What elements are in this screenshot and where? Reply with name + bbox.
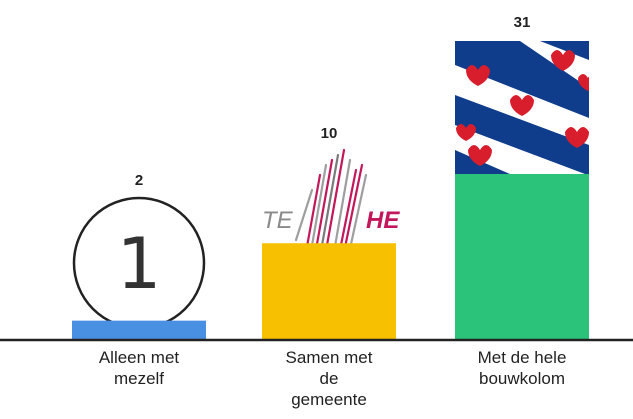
flag-stripe [455,95,589,174]
coin-digit: 1 [117,223,162,305]
bars-group [72,174,589,340]
heart-icon [456,124,476,141]
value-label-3: 31 [513,14,531,31]
heart-icon [510,95,534,116]
heart-icon [565,127,589,148]
flag-hearts [456,50,589,166]
heart-icon [551,50,575,71]
heart-icon [578,74,589,91]
coin-illustration: 1 [72,196,206,330]
logo-right-text: HE [366,207,400,234]
category-label-2: Samen met de gemeente [285,348,373,409]
value-label-2: 10 [320,125,338,142]
flag-stripe [540,41,589,60]
heart-icon [468,145,492,166]
category-label-3: Met de hele bouwkolom [477,348,567,388]
bar-2 [262,243,396,340]
flag-illustration [455,41,589,174]
value-label-1: 2 [134,172,144,189]
bar-1 [72,320,206,340]
bar-3 [455,174,589,340]
logo-left-text: TE [262,207,294,234]
flag-stripe [455,41,589,118]
category-label-1: Alleen met mezelf [98,348,180,388]
heart-icon [466,65,490,86]
